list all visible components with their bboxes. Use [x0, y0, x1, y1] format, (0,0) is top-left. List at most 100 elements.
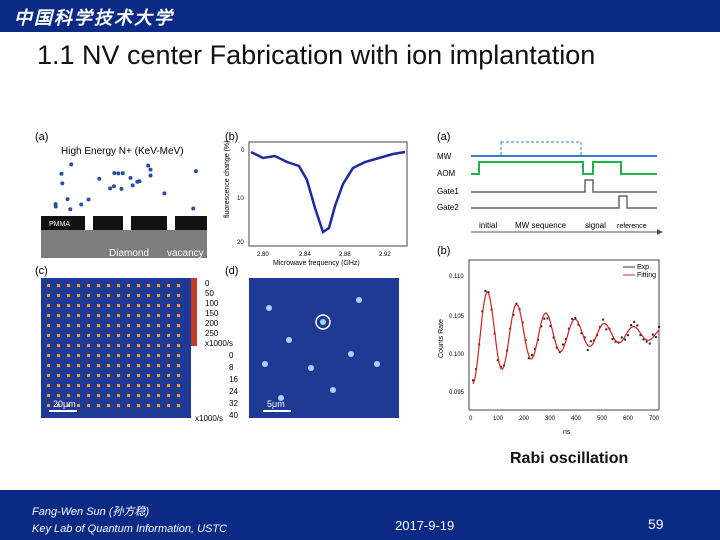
array-dot [107, 334, 110, 337]
array-dot [87, 344, 90, 347]
odmr-ytick: 0 [241, 148, 245, 154]
array-dot [67, 404, 70, 407]
rabi-ylabel: Counts Rate [438, 319, 445, 358]
rabi-xtick: 200 [519, 416, 530, 422]
array-dot [107, 304, 110, 307]
array-dot [97, 314, 100, 317]
array-dot [67, 294, 70, 297]
array-dot [117, 324, 120, 327]
rabi-point [614, 340, 617, 343]
confocal-map [249, 278, 399, 418]
odmr-ylabel: fluorescence change (%) [224, 141, 231, 218]
array-dot [127, 304, 130, 307]
fig-left-label-d: (d) [225, 265, 238, 277]
array-dot [177, 374, 180, 377]
array-dot [77, 384, 80, 387]
rabi-xtick: 0 [469, 416, 473, 422]
array-dot [47, 384, 50, 387]
array-dot [117, 354, 120, 357]
array-dot [157, 314, 160, 317]
array-dot [97, 364, 100, 367]
array-scalebar [49, 410, 77, 412]
array-dot [77, 374, 80, 377]
array-dot [137, 294, 140, 297]
confocal-colorbar-tick: 8 [229, 363, 234, 372]
confocal-scalebar-label: 5μm [267, 399, 285, 409]
array-dot [47, 314, 50, 317]
array-dot [147, 364, 150, 367]
ion-dot [79, 202, 84, 207]
seq-label-mw: MW sequence [515, 221, 567, 230]
array-colorbar-tick: 100 [205, 299, 219, 308]
rabi-point [571, 317, 574, 320]
rabi-point [586, 349, 589, 352]
fig-left-label-a: (a) [35, 131, 48, 143]
array-dot [127, 394, 130, 397]
rabi-point [620, 336, 623, 339]
array-dot [97, 354, 100, 357]
rabi-point [496, 359, 499, 362]
array-dot [137, 394, 140, 397]
array-dot [87, 374, 90, 377]
array-dot [67, 324, 70, 327]
array-dot [127, 334, 130, 337]
array-dot [77, 404, 80, 407]
author-affiliation: Key Lab of Quantum Information, USTC [32, 523, 228, 535]
left-figure-svg: (a) High Energy N+ (KeV-MeV) PMMA Diamon… [35, 131, 408, 423]
array-dot [177, 394, 180, 397]
array-dot [107, 294, 110, 297]
rabi-point [487, 291, 490, 294]
array-dot [147, 404, 150, 407]
confocal-colorbar-tick: 40 [229, 411, 238, 420]
page-number: 59 [648, 516, 664, 532]
array-dot [107, 384, 110, 387]
rabi-point [642, 338, 645, 341]
array-dot [67, 314, 70, 317]
rabi-point [472, 379, 474, 382]
fig-right-label-a: (a) [437, 131, 450, 143]
array-dot [117, 304, 120, 307]
array-dot [167, 384, 170, 387]
array-dot [107, 404, 110, 407]
author-info: Fang-Wen Sun (孙方稳) Key Lab of Quantum In… [32, 504, 227, 538]
array-dot [77, 364, 80, 367]
rabi-ytick: 0.105 [449, 314, 465, 320]
ion-dot [60, 181, 65, 186]
array-dot [157, 394, 160, 397]
array-dot [57, 314, 60, 317]
confocal-spots [262, 297, 380, 401]
array-dot [57, 294, 60, 297]
right-figure: (a) MW AOM Gate1 Gate2 initial MW sequen… [435, 128, 667, 440]
legend-fit-label: Fitting [637, 272, 656, 279]
ion-dot [97, 176, 102, 181]
odmr-xtick: 2.84 [299, 252, 311, 258]
ion-dot [116, 171, 121, 176]
footer-bar: Fang-Wen Sun (孙方稳) Key Lab of Quantum In… [0, 490, 720, 540]
slide-title: 1.1 NV center Fabrication with ion impla… [37, 40, 596, 70]
array-dot [47, 404, 50, 407]
ion-dot [108, 186, 113, 191]
rabi-point [630, 324, 633, 327]
array-dot [77, 354, 80, 357]
ion-dot [191, 206, 196, 211]
ion-dot [148, 167, 153, 172]
array-dot [67, 344, 70, 347]
rabi-point [512, 313, 515, 316]
odmr-ytick: 20 [237, 240, 244, 246]
array-map [41, 278, 191, 418]
array-dot [167, 294, 170, 297]
nv-spot [278, 395, 284, 401]
array-dot [97, 334, 100, 337]
channel-label-aom: AOM [437, 169, 456, 178]
array-dot [57, 384, 60, 387]
array-dot [137, 354, 140, 357]
nv-spot [266, 305, 272, 311]
author-name: Fang-Wen Sun (孙方稳) [32, 506, 150, 518]
diamond-label: Diamond [109, 248, 149, 259]
rabi-point [654, 335, 657, 338]
odmr-xlabel: Microwave frequency (GHz) [273, 260, 360, 267]
rabi-point [527, 357, 530, 360]
array-dot [157, 344, 160, 347]
array-dot [177, 324, 180, 327]
array-dot [177, 304, 180, 307]
